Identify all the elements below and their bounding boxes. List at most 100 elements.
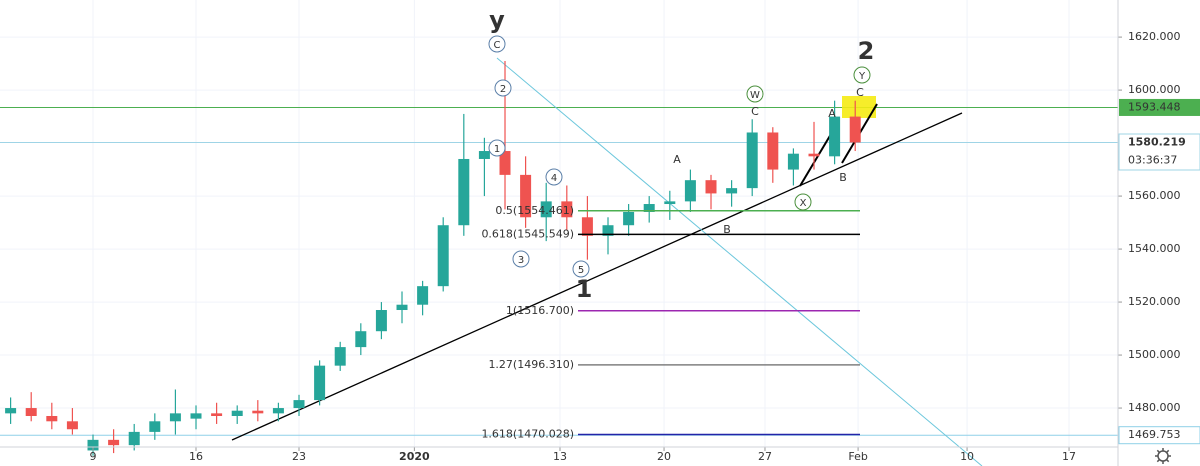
candle-body <box>437 225 449 287</box>
wave-label: C <box>494 40 501 51</box>
wave-label: W <box>750 90 760 101</box>
wave-circle <box>488 35 506 53</box>
wave-label: y <box>489 6 505 34</box>
wave-circle <box>853 66 871 84</box>
x-tick-label: 27 <box>758 450 772 463</box>
candle-body <box>293 400 305 409</box>
candle-body <box>46 415 58 422</box>
x-tick-label: 2020 <box>399 450 430 463</box>
y-tick-label: 1600.000 <box>1128 83 1181 96</box>
wave-label: 2 <box>858 37 875 65</box>
candle-body <box>499 151 511 175</box>
candle-body <box>334 347 346 366</box>
overlay: 1480.000 1500.000 1520.000 1540.000 1560.000… <box>90 6 1200 463</box>
candle-body <box>417 286 429 305</box>
price-label-bg <box>1118 426 1200 445</box>
candle-body <box>746 132 758 189</box>
candle-body <box>272 408 284 414</box>
wave-label: 5 <box>578 265 584 276</box>
candle-body <box>767 132 779 170</box>
y-tick-label: 1620.000 <box>1128 30 1181 43</box>
candle-body <box>705 180 717 194</box>
candle-body <box>375 310 387 332</box>
candle-body <box>211 413 223 416</box>
candle-body <box>190 413 202 419</box>
countdown: 03:36:37 <box>1128 154 1177 167</box>
candle-body <box>25 408 37 416</box>
x-tick-label: 17 <box>1062 450 1076 463</box>
candles <box>5 60 861 456</box>
wave-circle <box>794 193 812 211</box>
wave-label: A <box>673 153 681 166</box>
candle-body <box>808 153 820 157</box>
wave-circle <box>746 85 764 103</box>
candle-body <box>149 421 161 432</box>
candle-body <box>849 116 861 143</box>
candle-body <box>684 180 696 202</box>
price-label-bg <box>1118 133 1200 171</box>
wave-circle <box>512 250 530 268</box>
wave-circle <box>572 260 590 278</box>
candle-body <box>252 410 264 414</box>
candle-body <box>5 408 17 414</box>
highlight <box>842 96 876 118</box>
wave-circle <box>488 139 506 157</box>
candle-body <box>643 204 655 212</box>
price-label: 1580.219 <box>1128 136 1186 149</box>
candle-body <box>314 365 326 401</box>
candle-body <box>726 188 738 194</box>
fib-label: 0.5(1554.461) <box>495 204 574 217</box>
wave-label: 1 <box>494 144 500 155</box>
y-tick-label: 1540.000 <box>1128 242 1181 255</box>
candle-body <box>664 201 676 205</box>
y-tick-label: 1500.000 <box>1128 348 1181 361</box>
y-tick-label: 1520.000 <box>1128 295 1181 308</box>
candle-body <box>581 217 593 236</box>
candle-body <box>458 158 470 226</box>
candle-body <box>829 116 841 157</box>
candle-body <box>355 331 367 348</box>
candle-body <box>602 225 614 236</box>
wave-circle <box>545 168 563 186</box>
wave-label: C <box>751 105 759 118</box>
wave-label: 2 <box>500 84 506 95</box>
candle-body <box>128 431 140 446</box>
settings-icon[interactable] <box>1155 448 1171 464</box>
wave-label: C <box>856 86 864 99</box>
fib-label: 0.618(1545.549) <box>481 227 574 240</box>
gear-teeth[interactable] <box>1155 448 1171 464</box>
candle-body <box>787 153 799 170</box>
wave-label: X <box>800 198 807 209</box>
candle-body <box>540 201 552 218</box>
x-tick-label: 9 <box>90 450 97 463</box>
candle-body <box>231 410 243 416</box>
price-label: 1593.448 <box>1128 100 1181 113</box>
x-tick-label: 20 <box>657 450 671 463</box>
x-tick-label: 10 <box>960 450 974 463</box>
candle-body <box>87 439 99 451</box>
fib-label: 1(1516.700) <box>506 304 574 317</box>
fib-label: 1.27(1496.310) <box>488 358 574 371</box>
y-tick-label: 1560.000 <box>1128 189 1181 202</box>
wave-label: A <box>828 107 836 120</box>
candle-body <box>561 201 573 218</box>
grid <box>0 0 1118 447</box>
price-label-bg <box>1119 98 1200 116</box>
wave-circle <box>494 79 512 97</box>
trend-line <box>496 57 983 466</box>
y-tick-label: 1480.000 <box>1128 401 1181 414</box>
wave-label: 3 <box>518 255 524 266</box>
x-tick-label: 16 <box>189 450 203 463</box>
fib-label: 1.618(1470.028) <box>481 427 574 440</box>
trend-line <box>231 112 963 441</box>
wave-label: 1 <box>576 275 593 303</box>
candle-body <box>169 413 181 422</box>
price-label: 1469.753 <box>1128 428 1181 441</box>
candle-body <box>108 439 120 446</box>
x-tick-label: 23 <box>292 450 306 463</box>
wave-label: B <box>723 223 731 236</box>
x-tick-label: 13 <box>553 450 567 463</box>
